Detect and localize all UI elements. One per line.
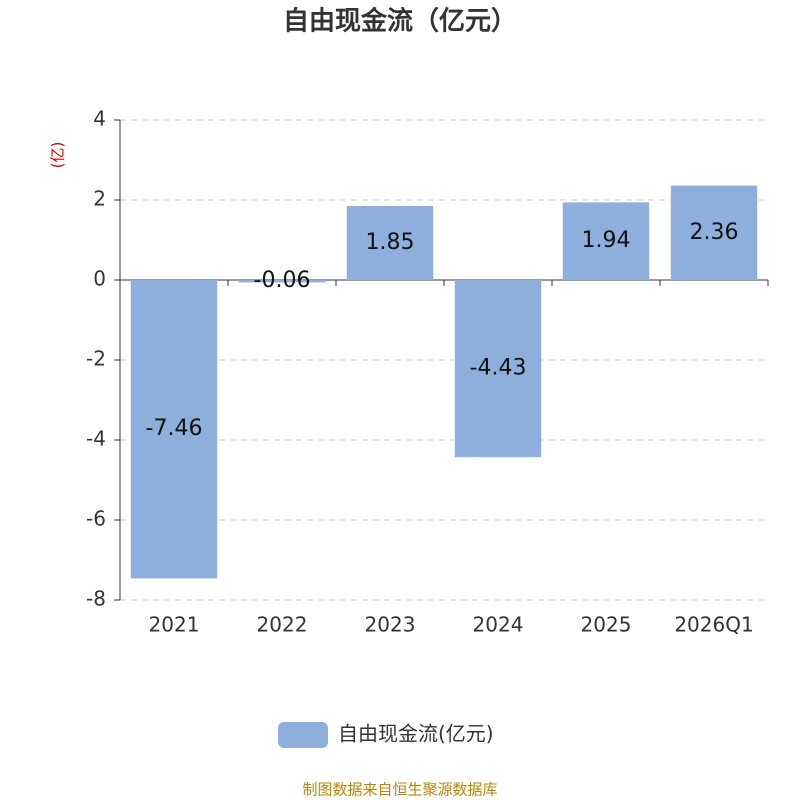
x-tick-label: 2024 [473, 613, 524, 637]
y-tick-label: 0 [93, 267, 106, 291]
data-label: 1.94 [582, 228, 631, 253]
y-tick-label: -4 [86, 427, 106, 451]
bar [562, 202, 650, 280]
y-tick-label: 4 [93, 107, 106, 131]
bar [130, 280, 218, 579]
chart-title: 自由现金流（亿元） [283, 6, 517, 37]
x-tick-label: 2022 [257, 613, 308, 637]
x-tick-label: 2023 [365, 613, 416, 637]
legend-label: 自由现金流(亿元) [338, 722, 494, 746]
data-label: -4.43 [470, 356, 527, 381]
data-label: 1.85 [366, 230, 415, 255]
bar [670, 185, 758, 280]
y-tick-label: -2 [86, 347, 106, 371]
y-tick-label: -6 [86, 507, 106, 531]
source-note: 制图数据来自恒生聚源数据库 [302, 781, 497, 799]
bar [346, 206, 434, 280]
x-tick-label: 2021 [149, 613, 200, 637]
y-tick-label: 2 [93, 187, 106, 211]
x-tick-label: 2026Q1 [674, 613, 753, 637]
bar [454, 280, 542, 458]
data-label: -7.46 [146, 416, 203, 441]
y-tick-label: -8 [86, 587, 106, 611]
x-tick-label: 2025 [581, 613, 632, 637]
y-axis-label: (亿) [49, 142, 67, 169]
bar [238, 280, 326, 283]
legend-swatch [278, 722, 328, 748]
data-label: -0.06 [254, 268, 311, 293]
data-label: 2.36 [690, 220, 739, 245]
